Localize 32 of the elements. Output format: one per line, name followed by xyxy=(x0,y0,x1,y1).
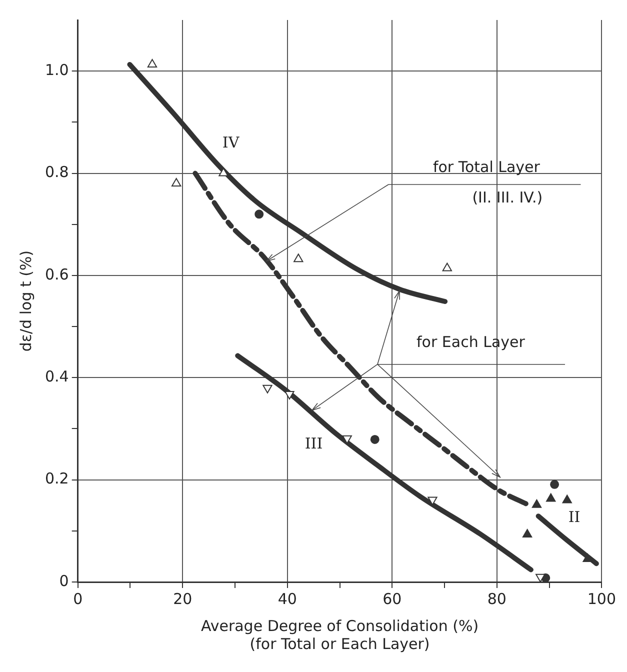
point xyxy=(218,168,228,176)
x-tick-label: 0 xyxy=(73,590,83,608)
x-tick-label: 60 xyxy=(382,590,402,608)
point xyxy=(522,528,532,538)
y-tick-label: 0 xyxy=(59,572,69,590)
x-tick-label: 100 xyxy=(587,590,616,608)
point xyxy=(147,58,158,68)
point xyxy=(536,574,546,582)
y-axis-title: dε/d log t (%) xyxy=(16,250,35,352)
point xyxy=(532,499,542,508)
series-label: II xyxy=(568,508,580,526)
annotation: for Total Layer xyxy=(432,158,541,176)
y-tick-label: 0.4 xyxy=(44,368,69,386)
y-tick-label: 1.0 xyxy=(44,60,69,79)
y-tick-label: 0.2 xyxy=(44,470,69,488)
point xyxy=(442,262,452,272)
x-tick-label: 80 xyxy=(487,590,506,608)
x-tick-label: 20 xyxy=(173,590,192,608)
x-axis-title: Average Degree of Consolidation (%) (for Total or Each Layer) xyxy=(200,616,479,653)
point xyxy=(172,178,182,186)
x-tick-label: 40 xyxy=(278,590,297,608)
point xyxy=(254,210,264,219)
y-tick-label: 0.8 xyxy=(44,163,69,182)
series-label: IV xyxy=(222,134,240,152)
series-label: III xyxy=(304,434,323,452)
point xyxy=(370,434,380,444)
point xyxy=(294,254,304,262)
annotation: (II. III. IV.) xyxy=(472,188,543,207)
y-tick-label: 0.6 xyxy=(44,265,69,284)
point xyxy=(562,494,572,504)
point xyxy=(546,493,556,502)
point xyxy=(550,480,560,489)
